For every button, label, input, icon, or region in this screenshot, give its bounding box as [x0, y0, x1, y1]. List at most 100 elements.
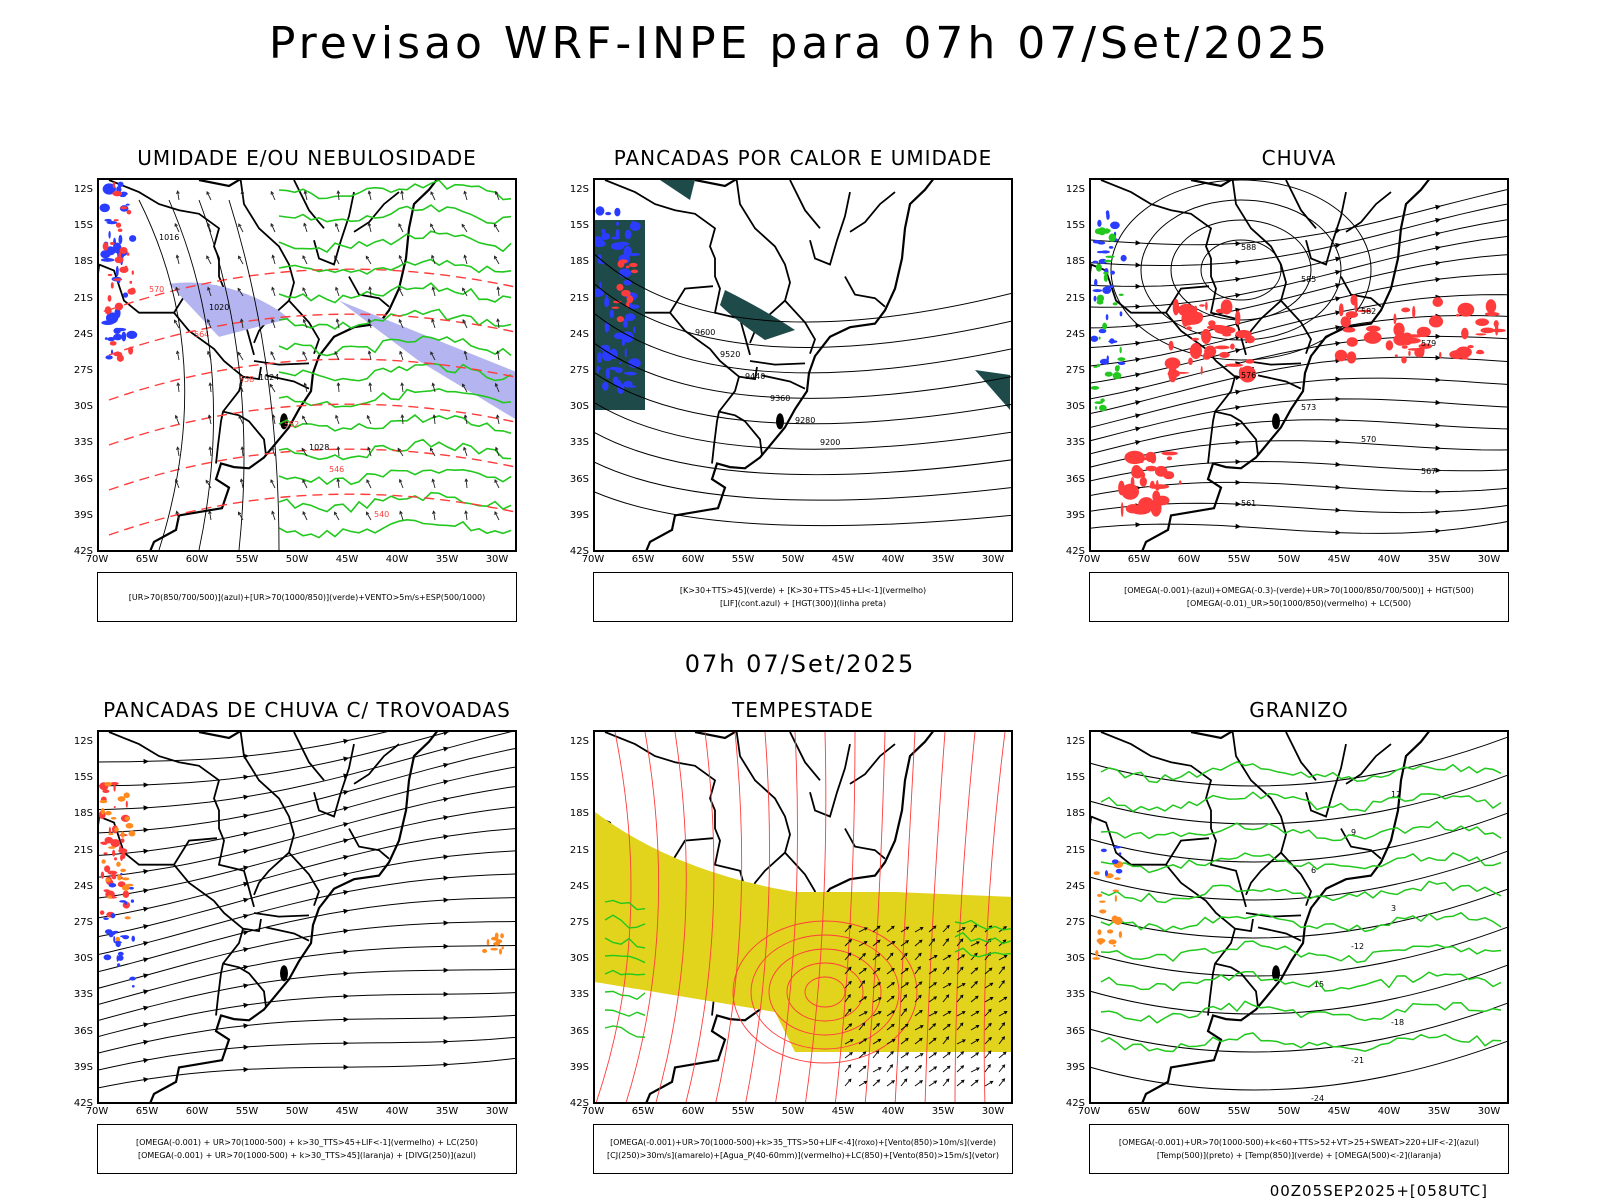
legend-line: [OMEGA(-0.01)_UR>50(1000/850)(vermelho) …	[1186, 599, 1412, 608]
thickness-contour	[108, 313, 515, 356]
lat-tick-label: 33S	[73, 989, 93, 1001]
streamline-arrow	[143, 940, 149, 947]
streamline-arrow	[1335, 242, 1341, 249]
panel-title-umidade: UMIDADE E/OU NEBULOSIDADE	[137, 146, 477, 170]
hgt-contour	[595, 372, 1011, 425]
map-panel-tempestade	[593, 730, 1013, 1104]
lat-tick-label: 27S	[1065, 365, 1085, 377]
wind-vectors	[173, 190, 501, 521]
streamline-arrow	[343, 756, 349, 762]
lat-tick-label: 42S	[569, 546, 589, 557]
lon-tick-label: 35W	[931, 1106, 955, 1117]
streamline	[1091, 440, 1507, 468]
instability-shade	[720, 290, 795, 340]
streamline-arrow	[1135, 440, 1141, 446]
streamline	[1091, 273, 1507, 349]
state-border	[1091, 815, 1210, 866]
streamline	[99, 945, 515, 1005]
streamline-arrow	[443, 1015, 449, 1021]
lat-tick-label: 39S	[1065, 1061, 1085, 1073]
lat-tick-label: 39S	[73, 509, 93, 521]
lon-tick-label: 55W	[235, 1106, 259, 1117]
legend-line: [OMEGA(-0.001) + UR>70(1000-500) + k>30_…	[135, 1138, 479, 1147]
lat-tick-label: 42S	[1065, 546, 1085, 557]
state-border	[222, 962, 267, 1008]
humidity-red	[102, 181, 136, 362]
anticyclone-contour	[1170, 219, 1312, 321]
lon-tick-label: 30W	[1477, 554, 1501, 565]
lon-tick-label: 30W	[485, 1106, 509, 1117]
lon-tick-label: 60W	[185, 1106, 209, 1117]
lon-tick-label: 65W	[631, 1106, 655, 1117]
streamline-arrow	[343, 1016, 349, 1023]
lon-tick-label: 65W	[1127, 554, 1151, 565]
streamline-arrow	[443, 732, 449, 736]
lat-tick-label: 18S	[1065, 808, 1085, 820]
lc850-streamline	[894, 732, 916, 1102]
lon-tick-label: 50W	[781, 554, 805, 565]
hgt-contour	[595, 491, 1011, 527]
streamline	[99, 850, 515, 938]
streamline-arrow	[243, 983, 249, 989]
streamline	[99, 828, 515, 919]
streamline-arrow	[443, 796, 449, 803]
panel-title-tempestade: TEMPESTADE	[732, 698, 874, 722]
anticyclone-contour	[1200, 239, 1282, 301]
contour-label: 582	[1361, 307, 1376, 316]
contour-label: 570	[149, 285, 164, 294]
state-border	[353, 743, 400, 785]
lon-tick-label: 40W	[881, 1106, 905, 1117]
streamline-arrow	[1435, 509, 1441, 515]
streamline	[99, 992, 515, 1037]
state-border	[1100, 732, 1247, 908]
state-border	[735, 732, 791, 896]
middle-title: 07h 07/Set/2025	[684, 650, 916, 678]
state-border	[761, 374, 806, 390]
temp500-contour	[1091, 1002, 1507, 1053]
lc850-streamline	[804, 976, 846, 1008]
state-border	[293, 180, 325, 229]
rain-red	[1118, 450, 1182, 518]
state-border	[173, 864, 262, 933]
lat-tick-label: 36S	[569, 473, 589, 485]
state-border	[1100, 180, 1247, 356]
streamline-arrow	[1135, 522, 1141, 528]
temp850-green	[1100, 761, 1502, 1053]
state-border	[215, 928, 244, 1016]
lat-axis: 12S 15S 18S 21S 24S 27S 30S 33S 36S 39S 42S	[61, 730, 93, 1109]
streamline	[1091, 219, 1507, 287]
lagoon	[1272, 965, 1280, 982]
state-border	[1214, 962, 1259, 1008]
state-border	[849, 743, 896, 785]
lon-tick-label: 30W	[981, 554, 1005, 565]
streamline-arrow	[343, 993, 349, 999]
contour-label: 564	[194, 330, 209, 339]
temp500-contour	[1091, 850, 1507, 901]
state-border	[239, 732, 295, 896]
streamline-arrow	[1435, 422, 1441, 428]
state-border	[669, 312, 758, 381]
run-stamp: 00Z05SEP2025+[058UTC]	[1269, 1182, 1488, 1200]
contour-label: 546	[329, 465, 344, 474]
hgt-contour	[595, 253, 1011, 323]
lon-tick-label: 35W	[931, 554, 955, 565]
lon-tick-label: 30W	[981, 1106, 1005, 1117]
streamline	[99, 748, 515, 834]
streamline	[1091, 377, 1507, 428]
state-border	[1345, 191, 1392, 233]
lat-tick-label: 27S	[73, 365, 93, 377]
streamline-arrow	[243, 1066, 249, 1073]
isobar	[168, 199, 214, 550]
lon-tick-label: 40W	[881, 554, 905, 565]
streamline-arrow	[1235, 459, 1241, 465]
state-border	[604, 732, 751, 908]
lat-tick-label: 36S	[73, 473, 93, 485]
streamline-arrow	[443, 943, 449, 949]
state-border	[809, 191, 851, 266]
state-border	[1305, 743, 1347, 818]
streamline-arrow	[343, 806, 349, 812]
jet-shade	[595, 812, 1011, 1052]
streamline-arrow	[243, 794, 249, 800]
lon-tick-label: 35W	[435, 1106, 459, 1117]
streamline-arrow	[1235, 259, 1241, 265]
